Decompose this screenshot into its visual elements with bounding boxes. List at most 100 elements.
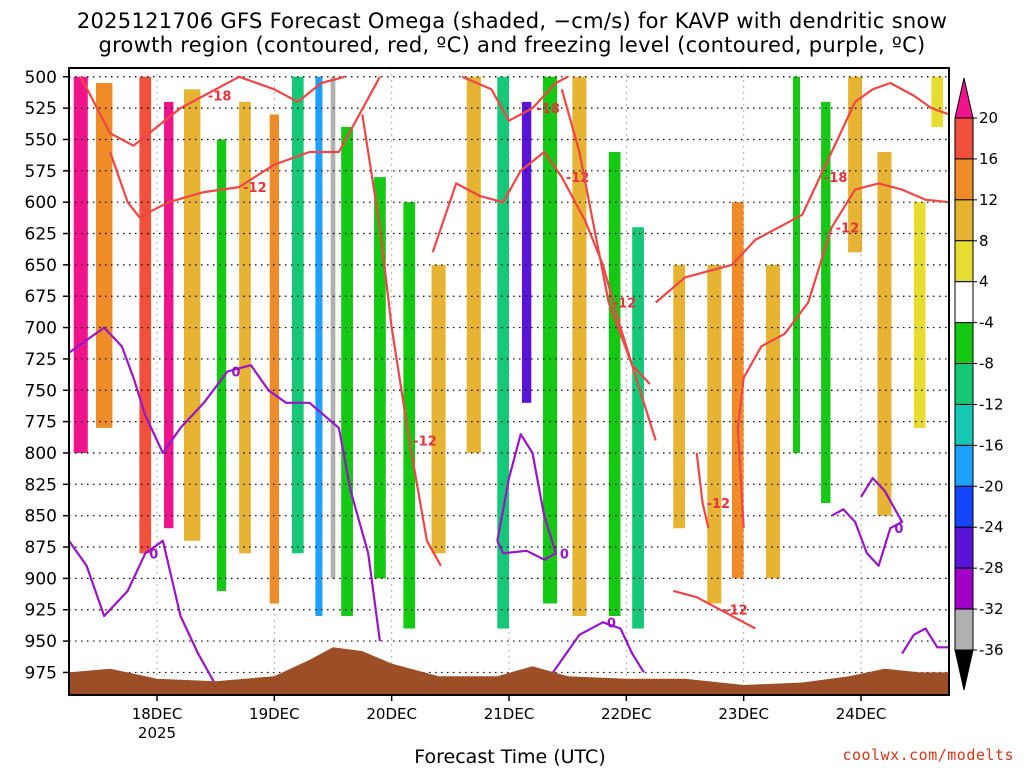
omega-column-31 bbox=[931, 76, 944, 127]
colorbar-label-0: 20 bbox=[979, 109, 998, 127]
omega-column-18 bbox=[543, 76, 558, 604]
y-axis: 500 525 550 575 600 625 650 675 700 725 750 775 800 8… bbox=[25, 68, 69, 683]
purple-contour-line-3 bbox=[543, 621, 645, 686]
purple-contour-label-3: 0 bbox=[607, 616, 616, 631]
red-contour-line-4 bbox=[431, 150, 657, 441]
omega-column-23 bbox=[707, 264, 722, 604]
x-tick-label-22DEC: 22DEC bbox=[601, 705, 652, 723]
omega-column-11 bbox=[341, 126, 353, 616]
red-contour-label-2: -12 bbox=[413, 434, 437, 449]
freezing-level-contours: 0 0 0 0 0 bbox=[69, 326, 949, 686]
y-tick-label-675: 675 bbox=[25, 287, 57, 307]
colorbar-box-4 bbox=[954, 281, 974, 324]
colorbar: 20 16 12 8 4 -4 -8 -12 -16 -20 -24 -28 -32 -36 bbox=[954, 77, 1004, 691]
red-contour-label-6: -18 bbox=[824, 171, 848, 186]
omega-column-24 bbox=[731, 202, 744, 579]
colorbar-label-7: -12 bbox=[979, 395, 1004, 413]
y-tick-label-825: 825 bbox=[25, 475, 57, 495]
x-axis-title: Forecast Time (UTC) bbox=[414, 746, 606, 768]
y-tick-label-500: 500 bbox=[25, 68, 57, 88]
purple-contour-line-4 bbox=[831, 477, 904, 567]
omega-column-15 bbox=[466, 76, 481, 453]
colorbar-label-6: -8 bbox=[979, 355, 994, 373]
omega-column-22 bbox=[673, 264, 685, 529]
red-contour-label-0: -18 bbox=[208, 90, 232, 105]
terrain-surface bbox=[69, 647, 949, 695]
colorbar-box-12 bbox=[954, 608, 974, 651]
colorbar-box-11 bbox=[954, 567, 974, 610]
chart-title-line2: growth region (contoured, red, ºC) and f… bbox=[98, 33, 926, 57]
purple-contour-line-0 bbox=[69, 326, 381, 642]
red-contour-label-3: -18 bbox=[536, 102, 560, 117]
y-tick-label-875: 875 bbox=[25, 538, 57, 558]
red-contour-label-5: -12 bbox=[613, 296, 637, 311]
omega-column-2 bbox=[139, 76, 152, 554]
colorbar-label-8: -16 bbox=[979, 436, 1004, 454]
colorbar-box-2 bbox=[954, 199, 974, 242]
x-tick-sublabel-18DEC: 2025 bbox=[138, 724, 176, 742]
omega-column-1 bbox=[95, 83, 113, 428]
x-tick-label-23DEC: 23DEC bbox=[718, 705, 769, 723]
y-tick-label-600: 600 bbox=[25, 193, 57, 213]
purple-contour-label-4: 0 bbox=[894, 522, 903, 537]
terrain-fill bbox=[69, 647, 949, 695]
colorbar-label-12: -32 bbox=[979, 600, 1004, 618]
omega-column-29 bbox=[877, 152, 892, 516]
purple-contour-line-2 bbox=[496, 433, 557, 561]
colorbar-box-0 bbox=[954, 117, 974, 160]
omega-column-14 bbox=[431, 264, 446, 554]
omega-column-19 bbox=[572, 76, 587, 616]
y-tick-label-650: 650 bbox=[25, 256, 57, 276]
red-contour-label-7: -12 bbox=[707, 497, 731, 512]
colorbar-box-8 bbox=[954, 444, 974, 487]
purple-contour-line-5 bbox=[901, 627, 949, 655]
y-tick-label-925: 925 bbox=[25, 601, 57, 621]
y-tick-label-625: 625 bbox=[25, 225, 57, 245]
colorbar-label-5: -4 bbox=[979, 314, 994, 332]
omega-column-8 bbox=[291, 76, 304, 554]
red-contour-label-8: -12 bbox=[836, 221, 860, 236]
colorbar-label-3: 8 bbox=[979, 232, 989, 250]
omega-column-3 bbox=[164, 101, 174, 529]
red-contour-line-1 bbox=[109, 76, 381, 219]
red-contour-line-3 bbox=[461, 75, 569, 122]
omega-column-20 bbox=[608, 152, 621, 616]
red-contour-line-2 bbox=[361, 114, 442, 567]
y-tick-label-800: 800 bbox=[25, 444, 57, 464]
red-contour-line-5 bbox=[560, 89, 651, 385]
x-tick-label-19DEC: 19DEC bbox=[249, 705, 300, 723]
dendritic-growth-contours: -18-12-12-18-12-12-18-12-12-12 bbox=[79, 75, 949, 630]
y-tick-label-700: 700 bbox=[25, 319, 57, 339]
colorbar-box-7 bbox=[954, 403, 974, 446]
x-tick-label-18DEC: 18DEC bbox=[132, 705, 183, 723]
red-contour-label-9: -12 bbox=[724, 604, 748, 619]
colorbar-box-9 bbox=[954, 485, 974, 528]
red-contour-line-8 bbox=[736, 182, 949, 529]
omega-column-28 bbox=[848, 76, 863, 253]
red-contour-line-0 bbox=[79, 75, 345, 147]
purple-contour-label-0: 0 bbox=[231, 365, 240, 380]
colorbar-label-1: 16 bbox=[979, 150, 998, 168]
omega-column-6 bbox=[239, 101, 251, 554]
x-tick-label-24DEC: 24DEC bbox=[836, 705, 887, 723]
colorbar-label-2: 12 bbox=[979, 191, 998, 209]
colorbar-label-9: -20 bbox=[979, 477, 1004, 495]
y-tick-label-775: 775 bbox=[25, 413, 57, 433]
colorbar-bottom-arrow bbox=[954, 649, 974, 691]
purple-contour-label-2: 0 bbox=[560, 547, 569, 562]
omega-column-9 bbox=[315, 76, 323, 616]
omega-column-16 bbox=[497, 76, 509, 629]
x-tick-label-20DEC: 20DEC bbox=[366, 705, 417, 723]
colorbar-label-10: -24 bbox=[979, 518, 1004, 536]
omega-column-17 bbox=[521, 101, 532, 403]
colorbar-box-1 bbox=[954, 158, 974, 201]
omega-column-25 bbox=[765, 264, 781, 579]
y-tick-label-850: 850 bbox=[25, 507, 57, 527]
grid-lines bbox=[69, 68, 949, 695]
omega-column-5 bbox=[216, 139, 227, 591]
y-tick-label-725: 725 bbox=[25, 350, 57, 370]
credit-link[interactable]: coolwx.com/modelts bbox=[842, 746, 1014, 764]
omega-column-12 bbox=[374, 177, 386, 579]
